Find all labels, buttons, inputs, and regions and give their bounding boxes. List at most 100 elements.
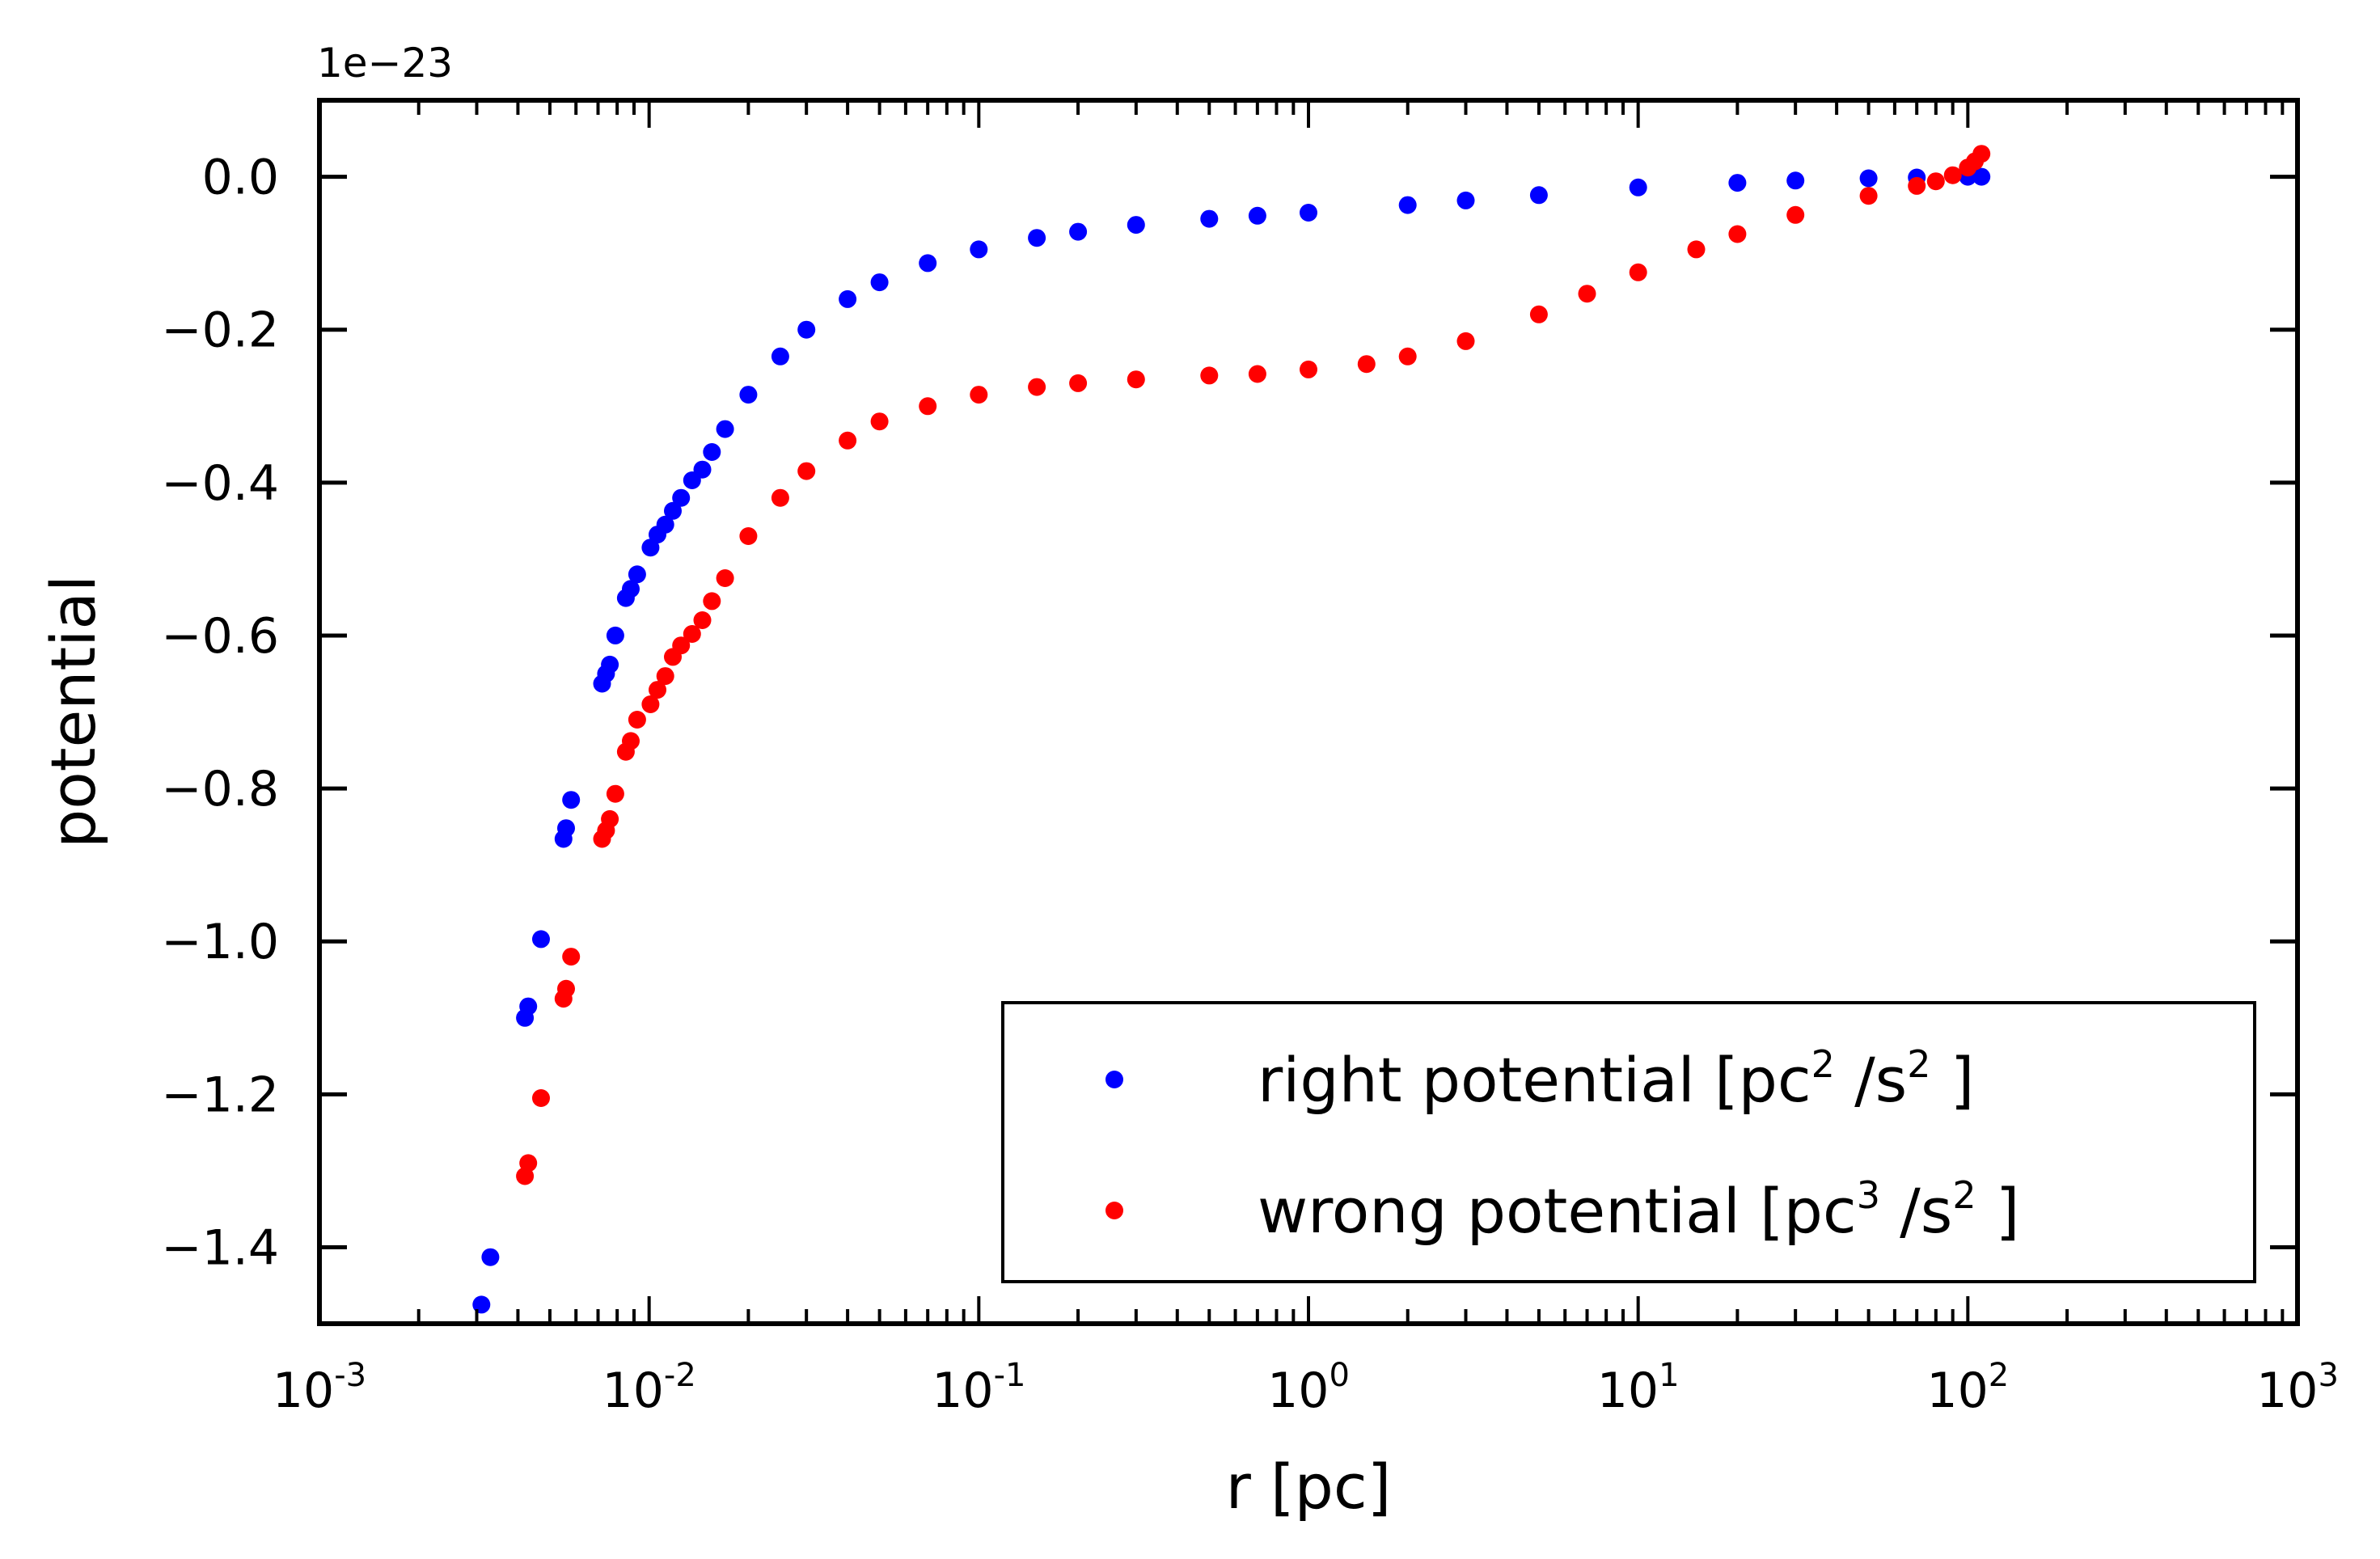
marker-series1-point-11 <box>622 732 640 750</box>
marker-series0-point-15 <box>641 539 660 557</box>
marker-series1-point-5 <box>562 948 581 966</box>
y-tick-label: 0.0 <box>202 150 279 206</box>
legend-label-1: wrong potential [pc3 /s2 ] <box>1258 1173 2019 1247</box>
y-axis-label: potential <box>37 575 109 848</box>
marker-series0-point-27 <box>839 289 857 308</box>
marker-series0-point-33 <box>1127 216 1145 234</box>
marker-series1-point-44 <box>1859 187 1878 205</box>
marker-series1-point-33 <box>1248 365 1266 383</box>
marker-series0-point-10 <box>601 655 619 674</box>
marker-series1-point-18 <box>683 625 701 643</box>
marker-series0-point-29 <box>919 254 937 273</box>
marker-series0-point-32 <box>1069 222 1088 241</box>
y-tick-label: −1.4 <box>161 1219 279 1276</box>
x-axis-label: r [pc] <box>1226 1451 1392 1523</box>
marker-series1-point-42 <box>1728 225 1747 243</box>
legend: right potential [pc2 /s2 ] wrong potentia… <box>1001 1001 2256 1283</box>
marker-series1-point-35 <box>1357 355 1376 374</box>
marker-series0-point-39 <box>1529 186 1548 205</box>
marker-series1-point-39 <box>1578 285 1596 303</box>
legend-label-0: right potential [pc2 /s2 ] <box>1258 1042 1974 1116</box>
marker-series1-point-19 <box>693 611 712 629</box>
x-tick-label: 10-2 <box>602 1357 696 1419</box>
legend-marker-0 <box>1105 1071 1123 1088</box>
marker-series1-point-28 <box>970 386 988 404</box>
marker-series0-point-30 <box>970 240 988 259</box>
marker-series1-point-37 <box>1456 332 1475 350</box>
x-tick-label: 100 <box>1267 1357 1350 1419</box>
marker-series0-point-3 <box>519 997 538 1016</box>
x-tick-label: 10-1 <box>932 1357 1025 1419</box>
marker-series1-point-31 <box>1127 370 1145 389</box>
marker-series1-point-2 <box>532 1089 550 1107</box>
marker-series1-point-30 <box>1069 374 1088 392</box>
marker-series0-point-18 <box>664 501 682 520</box>
marker-series1-point-14 <box>649 681 666 699</box>
data-markers <box>472 145 1991 1314</box>
marker-series0-point-7 <box>562 791 581 809</box>
marker-series1-point-4 <box>557 979 575 998</box>
x-tick-label: 10-3 <box>273 1357 366 1419</box>
marker-series0-point-19 <box>672 488 691 507</box>
marker-series0-point-14 <box>628 565 646 584</box>
marker-series0-point-37 <box>1398 196 1417 214</box>
marker-series1-point-50 <box>1972 145 1991 163</box>
marker-series1-point-46 <box>1926 172 1945 191</box>
marker-series1-point-43 <box>1786 205 1805 224</box>
marker-series1-point-1 <box>519 1154 538 1172</box>
marker-series1-point-23 <box>771 488 789 507</box>
marker-series1-point-12 <box>628 711 646 729</box>
marker-series1-point-29 <box>1028 378 1046 396</box>
marker-series1-point-8 <box>601 809 619 828</box>
marker-series1-point-13 <box>641 695 660 713</box>
y-tick-label: −1.0 <box>161 914 279 970</box>
marker-series1-point-41 <box>1687 240 1706 259</box>
x-tick-label: 103 <box>2256 1357 2339 1419</box>
y-tick-label: −0.4 <box>161 455 279 512</box>
legend-marker-1 <box>1105 1202 1123 1219</box>
marker-series0-point-6 <box>557 819 575 838</box>
marker-series0-point-38 <box>1456 191 1475 209</box>
marker-series1-point-21 <box>716 569 734 587</box>
marker-series1-point-32 <box>1200 366 1219 385</box>
marker-series0-point-31 <box>1028 229 1046 247</box>
marker-series0-point-36 <box>1300 204 1317 222</box>
marker-series0-point-26 <box>797 320 816 339</box>
marker-series1-point-47 <box>1943 166 1962 184</box>
marker-series1-point-26 <box>870 412 889 431</box>
marker-series0-point-43 <box>1859 169 1878 188</box>
marker-series0-point-25 <box>771 347 789 365</box>
y-tick-label: −1.2 <box>161 1067 279 1123</box>
marker-series0-point-41 <box>1728 174 1747 192</box>
marker-series1-point-17 <box>672 636 691 655</box>
marker-series0-point-35 <box>1248 206 1266 225</box>
marker-series1-point-20 <box>703 592 721 611</box>
marker-series1-point-40 <box>1629 263 1647 281</box>
marker-series1-point-22 <box>739 527 758 545</box>
marker-series0-point-11 <box>606 626 624 644</box>
marker-series1-point-27 <box>919 397 937 416</box>
marker-series0-point-28 <box>870 273 889 292</box>
marker-series1-point-45 <box>1908 176 1926 195</box>
tick-labels: 10-3 10-2 10-1 100 101 102 103 0.0 −0.2 −0.4 −0.6 −… <box>161 150 2339 1419</box>
x-tick-label: 102 <box>1926 1357 2009 1419</box>
marker-series1-point-25 <box>839 431 857 450</box>
marker-series1-point-36 <box>1398 347 1417 365</box>
marker-series1-point-24 <box>797 462 816 480</box>
marker-series0-point-34 <box>1200 209 1219 228</box>
marker-series0-point-42 <box>1786 171 1805 190</box>
marker-series0-point-40 <box>1629 178 1647 196</box>
y-tick-label: −0.6 <box>161 608 279 665</box>
marker-series0-point-1 <box>481 1248 500 1266</box>
legend-box <box>1001 1001 2256 1283</box>
y-tick-label: −0.2 <box>161 302 279 359</box>
marker-series1-point-9 <box>606 784 624 803</box>
marker-series0-point-46 <box>1972 167 1991 186</box>
marker-series0-point-13 <box>622 580 640 598</box>
marker-series0-point-4 <box>532 930 550 948</box>
marker-series0-point-21 <box>693 460 712 479</box>
y-offset-label: 1e−23 <box>317 40 453 87</box>
marker-series1-point-38 <box>1529 305 1548 323</box>
marker-series1-point-15 <box>656 667 674 686</box>
